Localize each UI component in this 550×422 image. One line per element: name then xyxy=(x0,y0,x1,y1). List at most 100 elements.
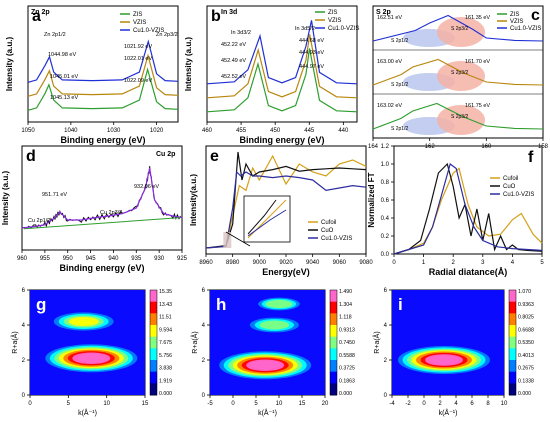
panel-letter: h xyxy=(216,295,226,314)
heatmap-contour xyxy=(68,316,99,327)
heatmap-contour xyxy=(429,355,459,365)
y-axis-label: R+a(Å) xyxy=(372,331,381,353)
colorbar-segment xyxy=(330,336,337,349)
x-tick-label: -2 xyxy=(405,401,411,407)
corner-title: S 2p xyxy=(376,9,391,16)
x-tick-label: 2 xyxy=(452,260,456,266)
colorbar-segment xyxy=(509,313,516,326)
panel-letter: i xyxy=(398,295,403,314)
x-tick-label: 935 xyxy=(131,256,142,262)
series-line-CuO xyxy=(393,162,543,255)
component-label: S 2p3/2 xyxy=(451,26,468,32)
panel-letter: g xyxy=(36,295,46,314)
colorbar-label: 0.3725 xyxy=(339,366,355,372)
x-tick-label: 0 xyxy=(28,401,32,407)
x-axis-label: k(Å⁻¹) xyxy=(439,408,458,417)
x-tick-label: 945 xyxy=(86,256,97,262)
colorbar-label: 0.9313 xyxy=(339,327,355,333)
x-tick-label: 6 xyxy=(470,401,474,407)
y-tick-label: 6 xyxy=(384,288,388,294)
colorbar-segment xyxy=(330,360,337,373)
component-label: S 2p1/2 xyxy=(391,38,408,44)
annotation: 1021.92 eV xyxy=(124,44,152,50)
x-tick-label: 1050 xyxy=(21,128,35,134)
zoom-region xyxy=(223,232,232,248)
legend-label: VZIS xyxy=(328,18,341,24)
heatmap-area xyxy=(392,290,504,395)
annotation: 951.71 eV xyxy=(42,192,67,198)
colorbar-segment xyxy=(150,290,157,303)
series-line-VZIS xyxy=(372,58,544,86)
colorbar-label: 0.000 xyxy=(159,391,172,397)
peak-label: In 3d5/2 xyxy=(295,26,315,32)
y-tick-label: 0.6 xyxy=(381,198,390,204)
y-axis-label: Intensity (a.u.) xyxy=(1,171,10,226)
x-tick-label: 10 xyxy=(276,401,283,407)
x-tick-label: 460 xyxy=(202,128,213,134)
x-tick-label: 8980 xyxy=(226,260,240,266)
series-line-VZIS xyxy=(27,53,179,97)
colorbar-label: 1.919 xyxy=(159,378,172,384)
colorbar-label: 3.838 xyxy=(159,366,172,372)
colorbar-segment xyxy=(150,301,157,314)
colorbar-segment xyxy=(509,290,516,303)
x-tick-label: 4 xyxy=(511,260,515,266)
colorbar-segment xyxy=(330,301,337,314)
colorbar-label: 1.070 xyxy=(518,289,531,295)
colorbar-segment xyxy=(150,371,157,384)
panel-e: e 8960 8980 9000 9020 9040 9060 9080 Energy(eV) I… xyxy=(189,145,373,277)
y-tick-label: 0 xyxy=(22,393,26,399)
y-tick-label: 4 xyxy=(384,323,388,329)
x-tick-label: 1040 xyxy=(64,128,78,134)
x-tick-label: 1020 xyxy=(150,128,164,134)
heatmap-contour xyxy=(259,320,290,330)
panel-letter: b xyxy=(211,8,221,25)
y-axis-label: R+a(Å) xyxy=(10,331,19,353)
y-axis-label: R+a(Å) xyxy=(190,331,199,353)
colorbar-label: 0.9363 xyxy=(518,302,534,308)
legend-label: ZIS xyxy=(510,12,519,18)
series-line-VZIS xyxy=(206,34,358,99)
series-line-Cu1.0-VZIS xyxy=(393,162,543,255)
y-tick-label: 6 xyxy=(202,288,206,294)
annotation: 163.00 eV xyxy=(377,59,402,65)
colorbar-segment xyxy=(509,301,516,314)
colorbar-label: 15.35 xyxy=(159,289,172,295)
legend-label: CuO xyxy=(503,184,516,190)
annotation: 1022.01 eV xyxy=(124,56,152,62)
legend-label: Cu1.0-VZIS xyxy=(321,236,352,242)
y-tick-label: 4 xyxy=(22,323,26,329)
annotation: 1045.01 eV xyxy=(50,74,78,80)
colorbar-segment xyxy=(150,336,157,349)
colorbar-segment xyxy=(150,383,157,396)
x-tick-label: 8 xyxy=(486,401,490,407)
heatmap-background xyxy=(30,290,145,395)
annotation: 163.02 eV xyxy=(377,103,402,109)
x-tick-label: 164 xyxy=(368,144,379,150)
colorbar-segment xyxy=(150,325,157,338)
x-tick-label: 5 xyxy=(67,401,71,407)
y-tick-label: 0.4 xyxy=(381,216,390,222)
colorbar-segment xyxy=(509,371,516,384)
y-tick-label: 2 xyxy=(384,358,388,364)
panel-letter: d xyxy=(26,148,36,165)
colorbar-label: 5.756 xyxy=(159,353,172,359)
x-tick-label: 4 xyxy=(454,401,458,407)
legend-label: Cu1.0-VZIS xyxy=(510,26,541,32)
annotation: 161.35 eV xyxy=(465,15,490,21)
component-label: S 2p3/2 xyxy=(451,70,468,76)
colorbar-segment xyxy=(150,313,157,326)
x-tick-label: 1030 xyxy=(107,128,121,134)
series-line-Cu 2p xyxy=(21,167,183,229)
component-label: S 2p3/2 xyxy=(451,114,468,120)
plot-frame-a xyxy=(27,5,179,123)
x-tick-label: -4 xyxy=(389,401,395,407)
legend-label: ZIS xyxy=(133,12,142,18)
colorbar-label: 0.8025 xyxy=(518,315,534,321)
heatmap-contour xyxy=(250,360,280,370)
panel-c: S 2p c 162.51 eV 161.35 eV S 2p1/2 S 2p3/2 163… xyxy=(368,5,549,150)
peak-label: Zn 2p3/2 xyxy=(156,32,178,38)
y-tick-label: 0 xyxy=(202,393,206,399)
colorbar-label: 0.1338 xyxy=(518,378,534,384)
